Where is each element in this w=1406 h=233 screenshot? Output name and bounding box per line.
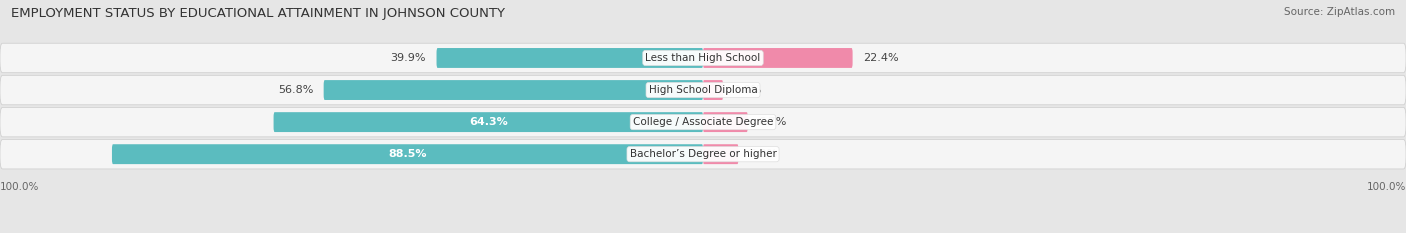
Text: 39.9%: 39.9% — [391, 53, 426, 63]
FancyBboxPatch shape — [703, 112, 748, 132]
FancyBboxPatch shape — [0, 43, 1406, 73]
FancyBboxPatch shape — [703, 48, 852, 68]
Text: High School Diploma: High School Diploma — [648, 85, 758, 95]
FancyBboxPatch shape — [112, 144, 703, 164]
Text: 6.7%: 6.7% — [758, 117, 787, 127]
Text: 3.0%: 3.0% — [734, 85, 762, 95]
Text: EMPLOYMENT STATUS BY EDUCATIONAL ATTAINMENT IN JOHNSON COUNTY: EMPLOYMENT STATUS BY EDUCATIONAL ATTAINM… — [11, 7, 505, 20]
FancyBboxPatch shape — [703, 144, 738, 164]
Text: 100.0%: 100.0% — [1367, 182, 1406, 192]
Text: 64.3%: 64.3% — [470, 117, 508, 127]
Text: 22.4%: 22.4% — [863, 53, 898, 63]
Text: Less than High School: Less than High School — [645, 53, 761, 63]
Text: College / Associate Degree: College / Associate Degree — [633, 117, 773, 127]
FancyBboxPatch shape — [274, 112, 703, 132]
FancyBboxPatch shape — [323, 80, 703, 100]
Text: 88.5%: 88.5% — [388, 149, 427, 159]
Text: 56.8%: 56.8% — [278, 85, 314, 95]
FancyBboxPatch shape — [0, 75, 1406, 105]
Text: Bachelor’s Degree or higher: Bachelor’s Degree or higher — [630, 149, 776, 159]
FancyBboxPatch shape — [0, 107, 1406, 137]
Text: 5.3%: 5.3% — [749, 149, 778, 159]
Text: 100.0%: 100.0% — [0, 182, 39, 192]
FancyBboxPatch shape — [703, 80, 723, 100]
FancyBboxPatch shape — [436, 48, 703, 68]
FancyBboxPatch shape — [0, 139, 1406, 169]
Text: Source: ZipAtlas.com: Source: ZipAtlas.com — [1284, 7, 1395, 17]
